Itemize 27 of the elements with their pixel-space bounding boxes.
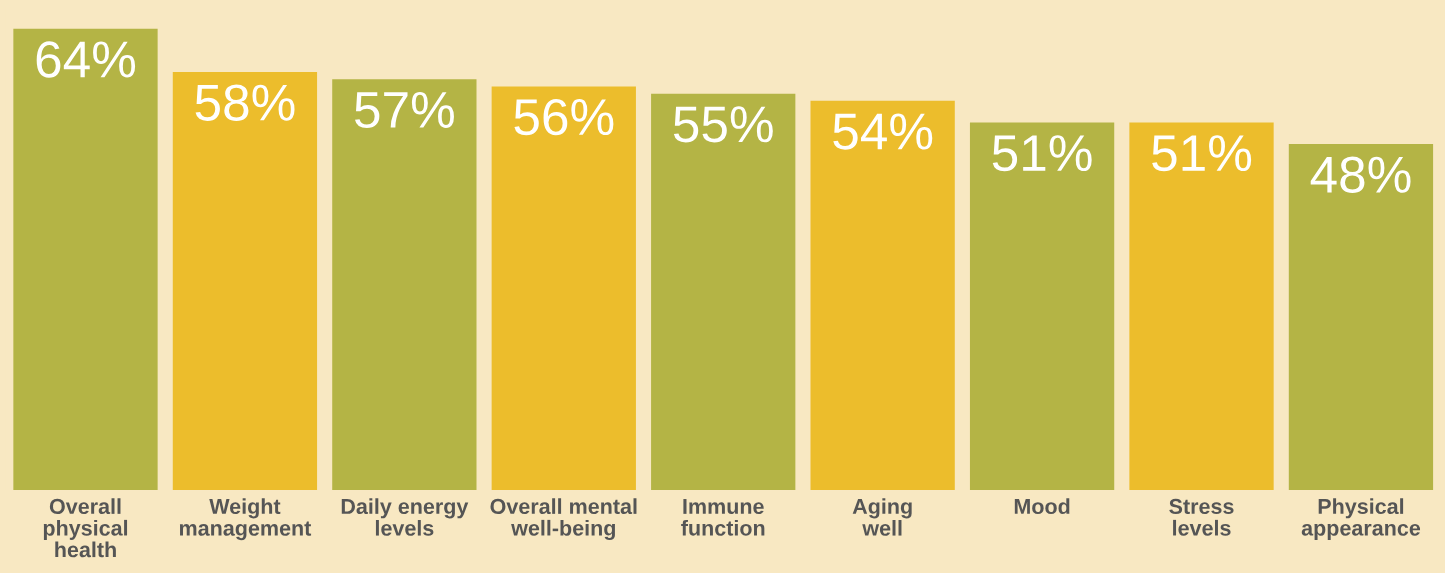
x-tick-label: Overall mental well-being: [490, 498, 637, 541]
data-label: 51%: [992, 135, 1092, 172]
x-tick-label: Weight management: [179, 498, 312, 541]
data-label: 58%: [195, 84, 295, 121]
x-tick-label: Overall physical health: [43, 498, 128, 558]
bar: [491, 86, 636, 490]
bar: [172, 72, 318, 490]
data-label: 48%: [1310, 156, 1411, 193]
data-label: 57%: [354, 91, 454, 129]
x-tick-label: Aging well: [852, 498, 912, 536]
data-label: 54%: [833, 113, 933, 150]
bar: [969, 122, 1115, 490]
x-tick-label: Physical appearance: [1301, 498, 1421, 540]
x-tick-label: Daily energy levels: [341, 498, 469, 536]
bar: [332, 79, 477, 490]
bar: [1129, 122, 1274, 490]
data-label: 51%: [1152, 135, 1252, 172]
bar: [810, 100, 955, 490]
x-tick-label: Mood: [1014, 498, 1070, 515]
x-tick-label: Immune function: [681, 499, 765, 536]
data-label: 56%: [514, 98, 614, 136]
bar: [13, 28, 158, 490]
data-label: 64%: [36, 41, 136, 78]
x-tick-label: Stress levels: [1169, 498, 1234, 536]
bar: [1288, 144, 1434, 490]
bar: [651, 93, 796, 490]
data-label: 55%: [673, 106, 773, 143]
